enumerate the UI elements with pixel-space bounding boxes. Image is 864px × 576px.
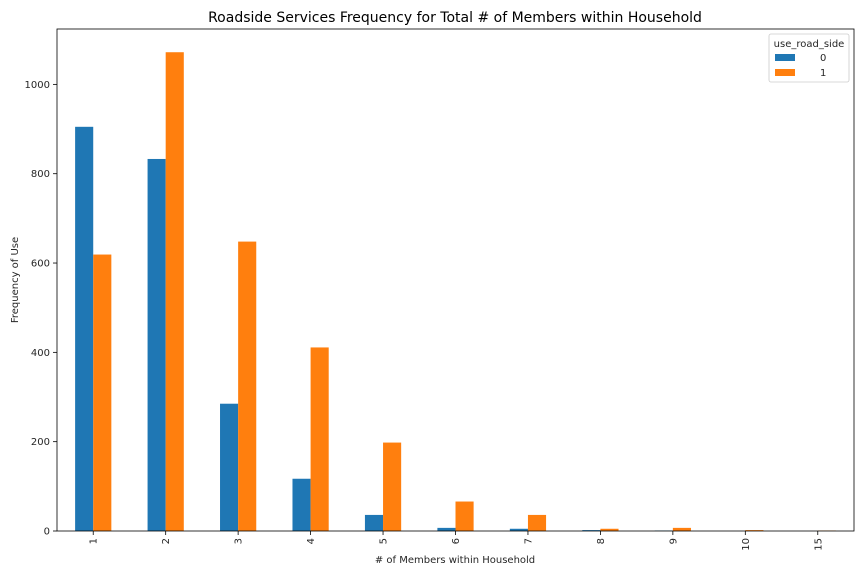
- x-tick-label: 10: [741, 538, 752, 551]
- y-tick-label: 200: [31, 437, 50, 448]
- x-tick-label: 2: [161, 538, 172, 544]
- x-tick-label: 4: [306, 538, 317, 544]
- y-tick-label: 400: [31, 348, 50, 359]
- bar-series-0-4: [292, 478, 311, 531]
- bar-series-1-7: [527, 514, 547, 531]
- y-tick-label: 1000: [25, 80, 50, 91]
- y-tick-label: 600: [31, 259, 50, 270]
- bar-series-1-5: [383, 442, 402, 531]
- x-tick-label: 1: [89, 538, 100, 544]
- y-axis-label: Frequency of Use: [10, 237, 21, 323]
- bar-series-0-6: [437, 527, 456, 531]
- bar-series-1-2: [165, 52, 184, 532]
- x-axis-ticks: 1 2 3 4 5 6 7 8 9 10 15: [89, 531, 824, 551]
- x-tick-label: 9: [668, 538, 679, 544]
- bar-series-0-8: [582, 530, 601, 531]
- legend-title: use_road_side: [774, 39, 845, 50]
- bar-series-1-9: [672, 527, 691, 531]
- y-axis-ticks: 0 200 400 600 800 1000: [25, 80, 57, 538]
- bars-group: [75, 52, 836, 532]
- x-tick-label: 7: [523, 538, 534, 544]
- bar-series-0-5: [364, 514, 384, 531]
- x-tick-label: 8: [596, 538, 607, 544]
- legend-swatch-0: [775, 54, 795, 61]
- bar-series-1-4: [310, 347, 329, 531]
- x-tick-label: 15: [813, 538, 824, 551]
- bar-series-1-6: [455, 501, 474, 531]
- bar-series-0-1: [75, 126, 94, 532]
- y-tick-label: 0: [44, 527, 50, 538]
- bar-series-0-7: [509, 528, 528, 531]
- chart-title: Roadside Services Frequency for Total # …: [208, 10, 702, 26]
- plot-frame: [56, 28, 855, 532]
- legend-label-0: 0: [820, 53, 826, 64]
- bar-series-1-10: [745, 530, 764, 531]
- bar-series-1-3: [238, 241, 257, 531]
- bar-series-0-3: [220, 403, 239, 531]
- x-axis-label: # of Members within Household: [375, 555, 535, 566]
- legend-swatch-1: [775, 69, 795, 76]
- bar-series-1-1: [93, 254, 112, 531]
- legend-label-1: 1: [820, 68, 826, 79]
- x-tick-label: 6: [451, 538, 462, 544]
- bar-series-0-2: [147, 158, 166, 531]
- y-tick-label: 800: [31, 169, 50, 180]
- legend: use_road_side 0 1: [768, 33, 850, 83]
- x-tick-label: 3: [234, 538, 245, 544]
- x-tick-label: 5: [379, 538, 390, 544]
- bar-series-1-8: [600, 528, 619, 531]
